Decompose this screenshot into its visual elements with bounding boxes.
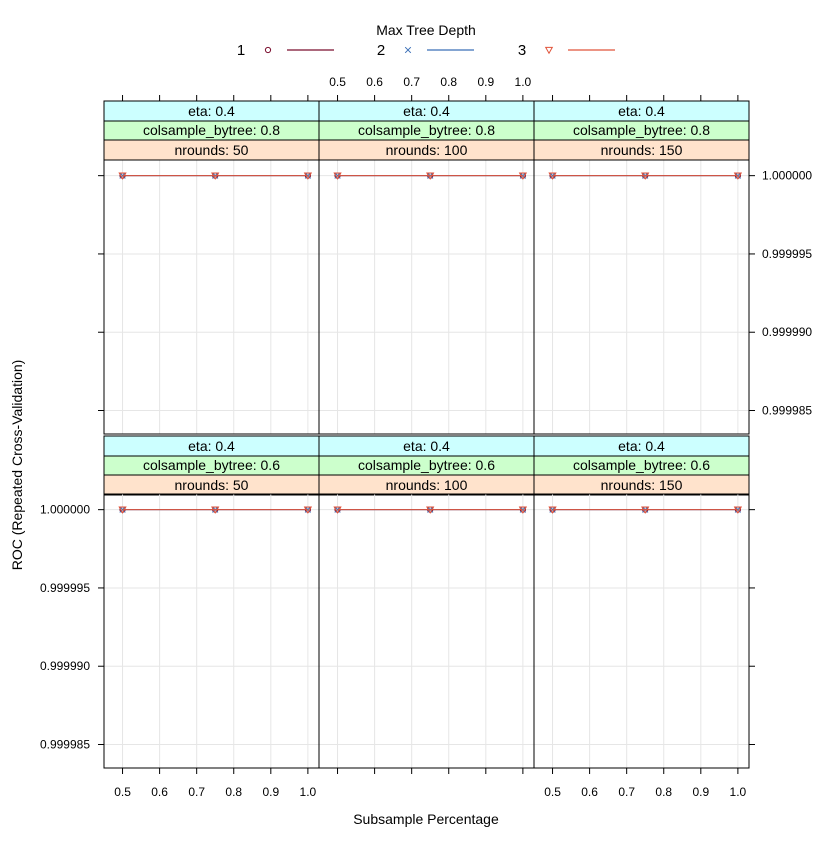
x-tick-label: 0.7 (618, 785, 635, 799)
y-tick-label: 0.999995 (762, 247, 812, 261)
panel-frame (318, 493, 535, 769)
x-tick-label: 1.0 (515, 75, 532, 89)
marker-triangle (333, 172, 342, 180)
marker-cross-stroke (304, 172, 312, 179)
legend-label: 2 (377, 42, 385, 59)
strip-label: colsample_bytree: 0.6 (573, 457, 710, 473)
marker-triangle (733, 506, 743, 514)
strip-label: colsample_bytree: 0.6 (358, 457, 495, 473)
marker-triangle (518, 172, 528, 180)
strip-label: eta: 0.4 (188, 438, 235, 454)
marker-triangle (518, 506, 528, 514)
axes: 0.5 0.6 0.7 0.8 0.9 1.0 0.5 0.6 0.7 0.8 0.9 1.0 0.5 0… (40, 75, 812, 799)
strip-label: nrounds: 50 (175, 477, 249, 493)
legend-title: Max Tree Depth (376, 22, 476, 38)
panel-3: eta: 0.4 colsample_bytree: 0.8 nrounds: 15… (533, 100, 750, 435)
y-tick-label: 0.999990 (40, 659, 90, 673)
marker-triangle (211, 172, 220, 180)
panel-frame (103, 159, 320, 435)
legend-label: 1 (237, 42, 245, 59)
marker-triangle (211, 506, 220, 514)
panel-frame (533, 159, 750, 435)
marker-triangle (544, 46, 554, 55)
x-tick-label: 0.8 (225, 785, 242, 799)
strip-label: nrounds: 100 (386, 142, 468, 158)
x-tick-label: 0.6 (151, 785, 168, 799)
x-tick-label: 0.8 (440, 75, 457, 89)
marker-triangle (333, 506, 342, 514)
panel-frame (318, 159, 535, 435)
marker-triangle (303, 172, 313, 180)
marker-triangle (426, 506, 435, 514)
panels: eta: 0.4 colsample_bytree: 0.8 nrounds: 50… (103, 100, 750, 769)
marker-cross-stroke (404, 46, 412, 54)
marker-triangle (118, 506, 127, 514)
marker-triangle (303, 506, 313, 514)
x-axis-label: Subsample Percentage (353, 811, 499, 827)
x-tick-label: 0.8 (655, 785, 672, 799)
y-tick-label: 1.000000 (762, 169, 812, 183)
panel-2: eta: 0.4 colsample_bytree: 0.8 nrounds: 10… (318, 100, 535, 435)
marker-cross-stroke (304, 506, 312, 513)
x-tick-label: 0.7 (403, 75, 420, 89)
x-tick-label: 0.9 (262, 785, 279, 799)
marker-triangle (733, 172, 743, 180)
strip-label: colsample_bytree: 0.8 (358, 122, 495, 138)
panel-5: eta: 0.4 colsample_bytree: 0.6 nrounds: 10… (318, 435, 535, 769)
legend: 1 2 3 (237, 42, 615, 59)
y-tick-label: 1.000000 (40, 503, 90, 517)
x-tick-label: 0.5 (329, 75, 346, 89)
marker-triangle (426, 172, 435, 180)
strip-box (533, 474, 750, 496)
marker-triangle (641, 506, 650, 514)
y-axis-label: ROC (Repeated Cross-Validation) (9, 360, 25, 571)
marker-cross (304, 172, 312, 179)
marker-circle (264, 46, 272, 54)
x-tick-label: 1.0 (730, 785, 747, 799)
panel-frame (533, 493, 750, 769)
strip-label: colsample_bytree: 0.8 (143, 122, 280, 138)
strip-label: eta: 0.4 (618, 438, 665, 454)
marker-triangle (118, 172, 127, 180)
y-tick-label: 0.999985 (40, 738, 90, 752)
strip-label: eta: 0.4 (618, 103, 665, 119)
marker-triangle (548, 506, 557, 514)
panel-4: eta: 0.4 colsample_bytree: 0.6 nrounds: 50 (103, 435, 320, 769)
marker-triangle (641, 172, 650, 180)
x-tick-label: 0.9 (477, 75, 494, 89)
x-tick-label: 0.5 (114, 785, 131, 799)
x-tick-label: 0.7 (188, 785, 205, 799)
strip-label: eta: 0.4 (403, 103, 450, 119)
strip-label: nrounds: 50 (175, 142, 249, 158)
panel-1: eta: 0.4 colsample_bytree: 0.8 nrounds: 50 (103, 100, 320, 435)
strip-label: eta: 0.4 (403, 438, 450, 454)
strip-label: colsample_bytree: 0.6 (143, 457, 280, 473)
legend-label: 3 (518, 42, 526, 59)
strip-label: colsample_bytree: 0.8 (573, 122, 710, 138)
strip-label: nrounds: 150 (601, 477, 683, 493)
strip-label: eta: 0.4 (188, 103, 235, 119)
marker-triangle (548, 172, 557, 180)
y-tick-label: 0.999985 (762, 404, 812, 418)
x-tick-label: 1.0 (300, 785, 317, 799)
x-tick-label: 0.6 (581, 785, 598, 799)
y-tick-label: 0.999990 (762, 325, 812, 339)
x-tick-label: 0.9 (692, 785, 709, 799)
strip-label: nrounds: 100 (386, 477, 468, 493)
panel-frame (103, 493, 320, 769)
x-tick-label: 0.5 (544, 785, 561, 799)
marker-cross (404, 46, 412, 54)
y-tick-label: 0.999995 (40, 581, 90, 595)
marker-cross (304, 506, 312, 513)
strip-label: nrounds: 150 (601, 142, 683, 158)
panel-6: eta: 0.4 colsample_bytree: 0.6 nrounds: 15… (533, 435, 750, 769)
x-tick-label: 0.6 (366, 75, 383, 89)
